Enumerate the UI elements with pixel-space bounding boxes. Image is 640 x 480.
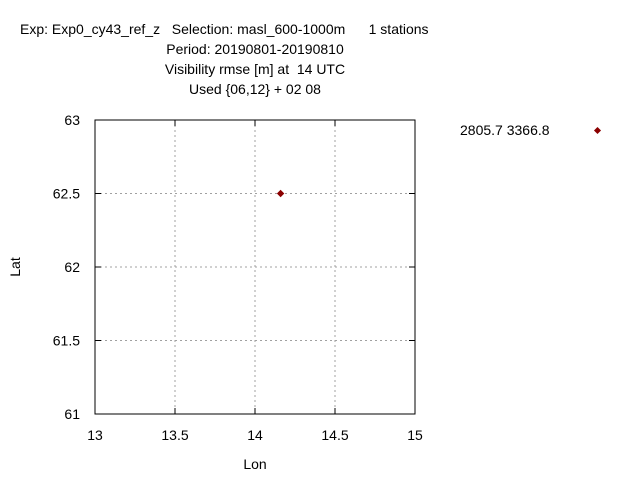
y-tick-label: 62: [64, 259, 80, 275]
y-tick-label: 63: [64, 112, 80, 128]
chart-title: Exp: Exp0_cy43_ref_z Selection: masl_600…: [20, 21, 429, 37]
x-tick-label: 14: [247, 427, 263, 443]
metric-subtitle: Visibility rmse [m] at 14 UTC: [164, 61, 346, 77]
x-tick-label: 13.5: [161, 427, 188, 443]
legend-value-text: 2805.7 3366.8: [460, 122, 550, 138]
data-point: [276, 189, 285, 198]
axis-ticks: 13 13.5 14 14.5 15 61 61.5 62 62.5 63: [53, 112, 423, 443]
x-tick-label: 14.5: [321, 427, 348, 443]
legend-marker: [593, 126, 602, 135]
y-axis-label: Lat: [7, 257, 23, 277]
grid: [95, 120, 415, 414]
x-tick-label: 13: [87, 427, 103, 443]
y-tick-label: 61.5: [53, 333, 80, 349]
used-subtitle: Used {06,12} + 02 08: [189, 81, 321, 97]
period-subtitle: Period: 20190801-20190810: [166, 41, 344, 57]
x-axis-label: Lon: [243, 456, 266, 472]
y-tick-label: 61: [64, 406, 80, 422]
x-tick-label: 15: [407, 427, 423, 443]
data-points: [276, 189, 285, 198]
y-tick-label: 62.5: [53, 186, 80, 202]
